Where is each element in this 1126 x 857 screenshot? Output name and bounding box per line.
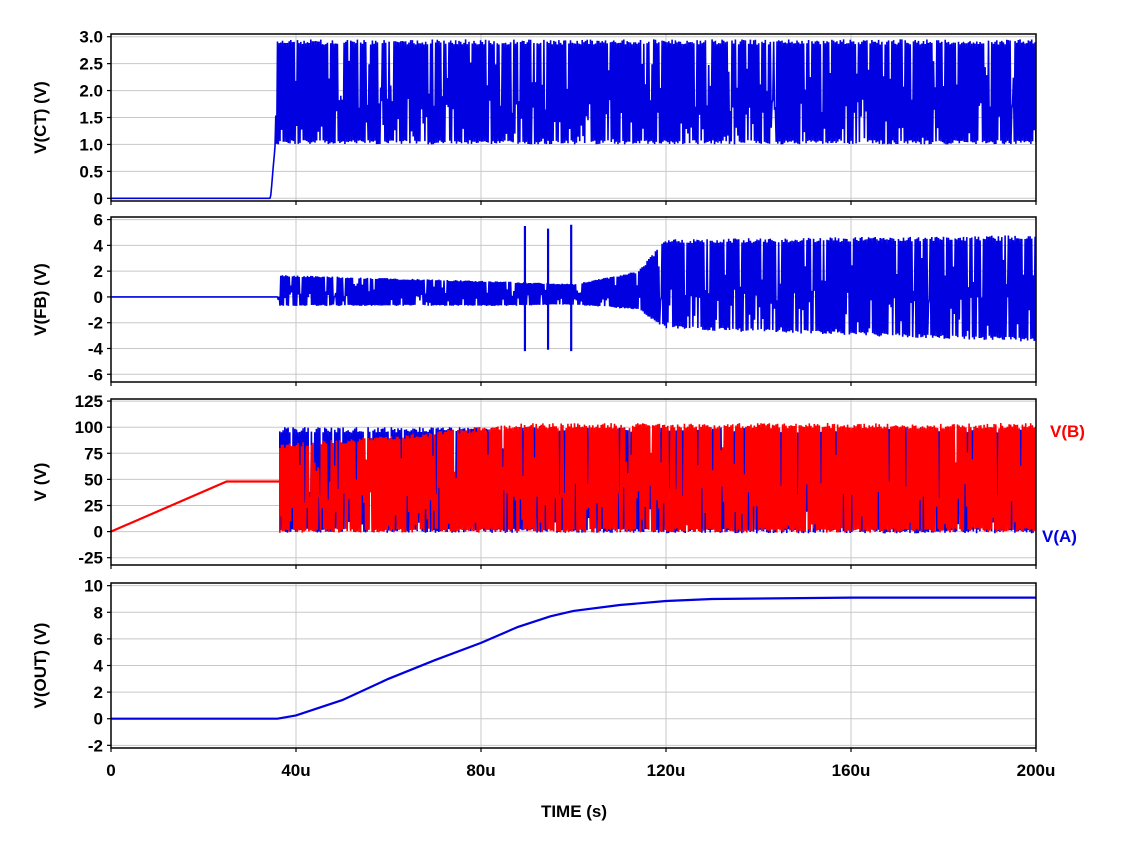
y-axis-label: V(FB) (V) <box>31 263 50 336</box>
series-fb-0-waveform <box>111 235 1036 342</box>
y-tick-label: 10 <box>84 577 103 596</box>
series-ab-vb-waveform <box>279 422 1036 533</box>
panel-out: 10 8 6 4 2 0 -2 V(OUT) (V) <box>31 577 1037 755</box>
x-axis-label: TIME (s) <box>541 802 607 821</box>
y-tick-label: 0 <box>94 189 103 208</box>
x-tick-label: 80u <box>466 761 495 780</box>
y-tick-label: 2 <box>94 683 103 702</box>
plot-area-ct <box>111 39 1036 200</box>
y-tick-label: 0.5 <box>79 162 103 181</box>
plot-area-ab <box>111 422 1036 534</box>
y-tick-label: 6 <box>94 211 103 230</box>
y-tick-label: 6 <box>94 630 103 649</box>
series-ab-vb-ramp <box>111 480 280 533</box>
series-label-va: V(A) <box>1042 527 1077 546</box>
y-axis-label: V(CT) (V) <box>31 81 50 154</box>
series-label-vb: V(B) <box>1050 422 1085 441</box>
panel-frame <box>110 216 1037 383</box>
panel-ct: 3.0 2.5 2.0 1.5 1.0 0.5 0 V(CT) (V) <box>31 28 1037 208</box>
y-tick-label: 4 <box>94 657 104 676</box>
x-tick-label: 40u <box>281 761 310 780</box>
panel-frame <box>110 398 1037 566</box>
series-out-0 <box>111 596 1036 720</box>
y-tick-label: 75 <box>84 444 103 463</box>
y-axis-label: V (V) <box>31 463 50 502</box>
y-tick-label: 2 <box>94 262 103 281</box>
y-tick-label: -2 <box>88 314 103 333</box>
series-fb-0 <box>111 224 1036 352</box>
y-tick-label: -6 <box>88 365 103 384</box>
series-ct-0-waveform <box>111 39 1036 200</box>
y-tick-label: 1.5 <box>79 109 103 128</box>
y-axis-label: V(OUT) (V) <box>31 623 50 709</box>
x-tick-label: 0 <box>106 761 115 780</box>
y-tick-label: -4 <box>88 339 104 358</box>
y-tick-label: 3.0 <box>79 28 103 47</box>
y-tick-label: 2.0 <box>79 82 103 101</box>
y-tick-label: 25 <box>84 496 103 515</box>
y-tick-label: 100 <box>75 418 103 437</box>
x-axis: 0 40u 80u 120u 160u 200u TIME (s) <box>106 761 1055 821</box>
grid-out <box>111 583 1036 748</box>
panel-frame <box>110 33 1037 202</box>
y-tick-label: 4 <box>94 236 104 255</box>
series-ct-0 <box>111 39 1036 200</box>
x-tick-label: 160u <box>832 761 871 780</box>
series-ab-vb <box>111 422 1036 533</box>
x-tick-label: 200u <box>1017 761 1056 780</box>
plot-area-out <box>111 596 1036 720</box>
y-tick-label: 8 <box>94 603 103 622</box>
y-tick-label: 0 <box>94 523 103 542</box>
panel-fb: 6 4 2 0 -2 -4 -6 V(FB) (V) <box>31 211 1037 386</box>
y-tick-label: 1.0 <box>79 135 103 154</box>
plot-area-fb <box>111 224 1036 352</box>
y-tick-label: -25 <box>78 549 103 568</box>
y-tick-label: 50 <box>84 470 103 489</box>
panel-ab: 125 100 75 50 25 0 -25 V (V) <box>31 392 1037 569</box>
panel-frame <box>110 582 1037 749</box>
y-tick-label: 125 <box>75 392 103 411</box>
series-out-0-line <box>111 596 1036 720</box>
y-tick-label: 0 <box>94 288 103 307</box>
y-tick-label: -2 <box>88 736 103 755</box>
y-tick-label: 2.5 <box>79 55 103 74</box>
x-tick-label: 120u <box>647 761 686 780</box>
y-tick-label: 0 <box>94 710 103 729</box>
